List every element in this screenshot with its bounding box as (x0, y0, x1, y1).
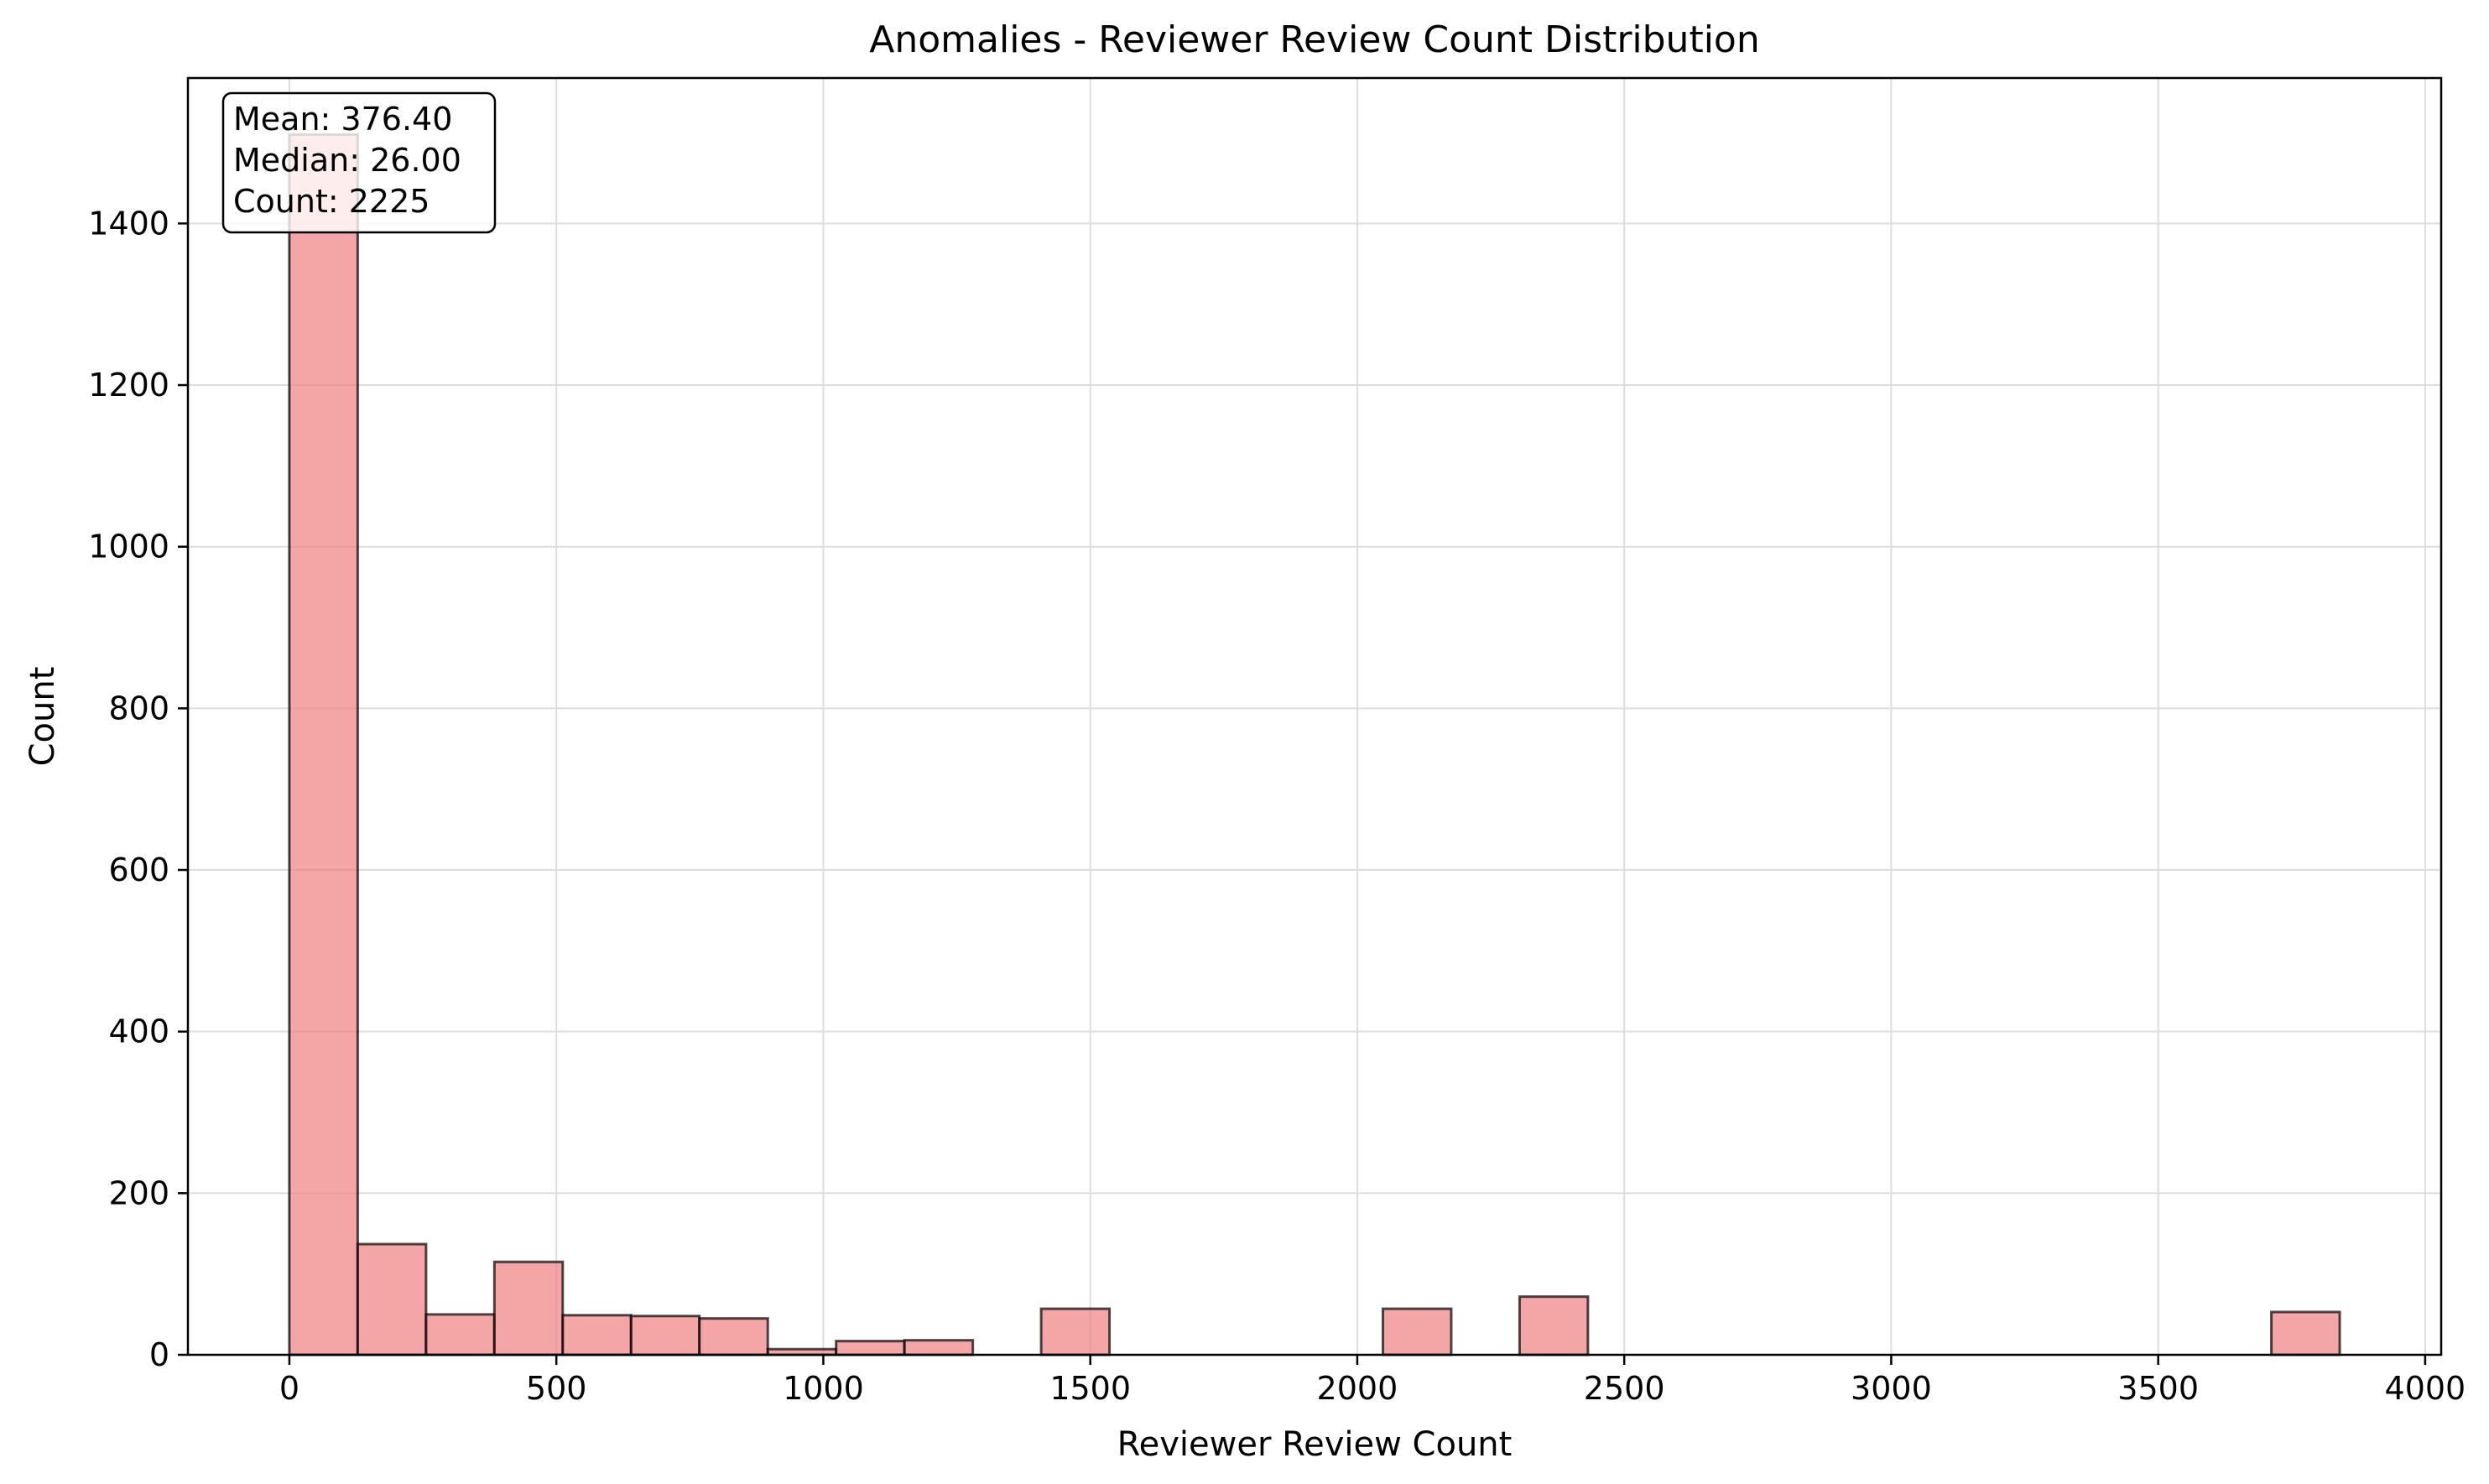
y-tick-label: 400 (108, 1013, 169, 1050)
histogram-bar (903, 1339, 975, 1356)
histogram-bar (629, 1315, 701, 1356)
x-tick-label: 0 (279, 1370, 299, 1407)
histogram-bar (561, 1314, 633, 1356)
stats-median: Median: 26.00 (233, 142, 461, 179)
x-tick-label: 3500 (2117, 1370, 2199, 1407)
stats-mean: Mean: 376.40 (233, 101, 452, 138)
histogram-bar (698, 1317, 769, 1356)
plot-frame (186, 76, 2443, 1356)
y-tick-label: 1000 (88, 529, 169, 565)
y-tick-label: 0 (149, 1336, 169, 1373)
x-tick-label: 2500 (1584, 1370, 1665, 1407)
histogram-bar (356, 1242, 428, 1356)
histogram-bar (1518, 1295, 1590, 1356)
histogram-bar (835, 1340, 906, 1356)
stats-count: Count: 2225 (233, 183, 430, 220)
x-axis-label: Reviewer Review Count (1117, 1425, 1513, 1464)
x-tick-label: 1500 (1049, 1370, 1131, 1407)
y-tick-label: 600 (108, 851, 169, 888)
y-axis-label: Count (23, 667, 62, 767)
chart-title: Anomalies - Reviewer Review Count Distri… (869, 18, 1759, 61)
x-tick-label: 3000 (1851, 1370, 1932, 1407)
stats-annotation: Mean: 376.40 Median: 26.00 Count: 2225 (221, 91, 497, 234)
x-axis-ticks: 0 500 1000 1500 2000 2500 3000 3500 4000 (279, 1355, 2466, 1407)
histogram-bar (424, 1313, 496, 1356)
y-tick-label: 200 (108, 1174, 169, 1211)
histogram-bar (1381, 1307, 1453, 1356)
histogram-bar (1039, 1307, 1112, 1356)
y-tick-label: 1200 (88, 367, 169, 404)
histogram-bar (2270, 1310, 2341, 1356)
y-tick-label: 1400 (88, 205, 169, 242)
x-tick-label: 2000 (1317, 1370, 1398, 1407)
histogram-bars (288, 133, 2341, 1356)
histogram-bar (492, 1260, 565, 1356)
x-tick-label: 4000 (2385, 1370, 2466, 1407)
histogram-bar (288, 133, 359, 1356)
x-tick-label: 1000 (783, 1370, 864, 1407)
stats-box (221, 91, 497, 234)
y-axis-ticks: 0 200 400 600 800 1000 1200 1400 (88, 205, 188, 1373)
y-tick-label: 800 (108, 690, 169, 726)
x-tick-label: 500 (526, 1370, 587, 1407)
